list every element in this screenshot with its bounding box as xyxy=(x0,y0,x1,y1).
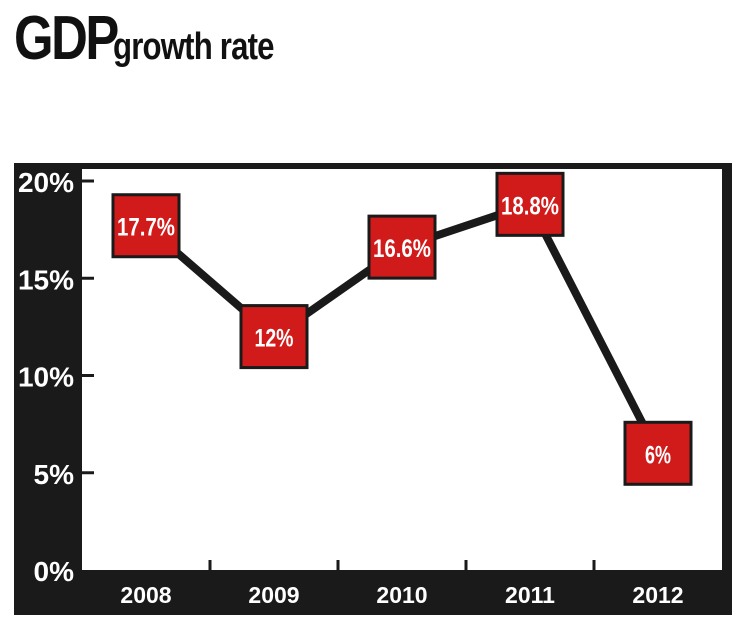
x-tick-label: 2010 xyxy=(376,582,427,608)
title-sub: growth rate xyxy=(113,26,275,68)
y-tick-label: 10% xyxy=(18,362,74,393)
data-marker xyxy=(623,420,693,486)
y-tick-label: 15% xyxy=(18,264,74,295)
data-label: 6% xyxy=(645,441,671,469)
data-label: 12% xyxy=(255,325,294,353)
data-marker xyxy=(367,214,437,280)
data-marker xyxy=(495,171,565,237)
data-label: 18.8% xyxy=(501,192,559,220)
x-tick-label: 2012 xyxy=(632,582,683,608)
data-marker xyxy=(111,193,181,259)
y-tick-label: 0% xyxy=(34,556,75,587)
x-tick-label: 2008 xyxy=(120,582,171,608)
x-tick-label: 2011 xyxy=(505,582,555,608)
chart-title: GDP growth rate xyxy=(14,8,309,70)
y-tick-label: 5% xyxy=(34,459,75,490)
data-marker xyxy=(239,304,309,370)
y-tick-label: 20% xyxy=(18,167,74,198)
data-label: 17.7% xyxy=(117,214,175,242)
data-label: 16.6% xyxy=(373,235,431,263)
x-tick-label: 2009 xyxy=(248,582,299,608)
title-main: GDP xyxy=(14,4,119,73)
